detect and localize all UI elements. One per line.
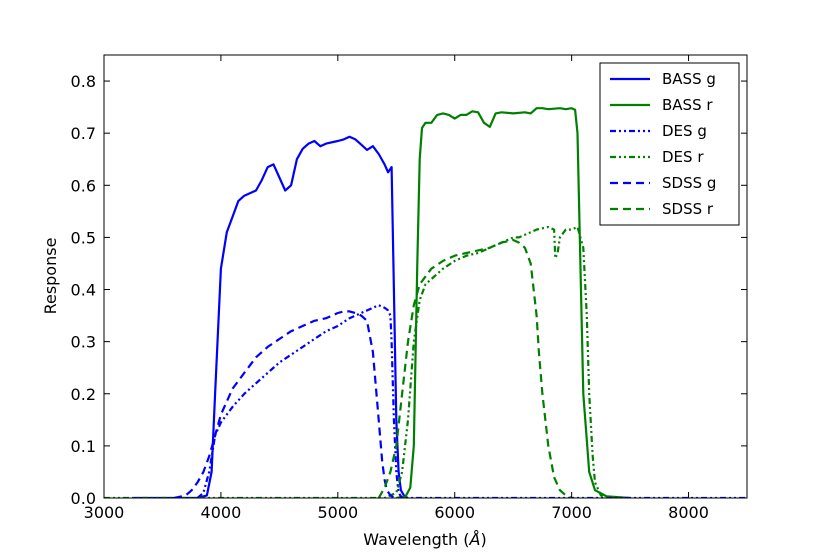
legend-label-0: BASS g (662, 70, 716, 88)
x-tick-label: 7000 (551, 503, 592, 522)
y-tick-label: 0.8 (71, 72, 96, 91)
y-tick-label: 0.4 (71, 281, 96, 300)
x-tick-label: 3000 (84, 503, 125, 522)
series-line-3 (104, 225, 608, 498)
legend-label-4: SDSS g (662, 174, 716, 192)
y-tick-label: 0.2 (71, 385, 96, 404)
y-axis: 0.0 0.1 0.2 0.3 0.4 0.5 0.6 0.7 0.8 (71, 72, 747, 508)
x-tick-label: 5000 (317, 503, 358, 522)
series-line-4 (173, 310, 397, 498)
x-axis: 3000 4000 5000 6000 7000 8000 (84, 55, 709, 522)
series-line-1 (396, 107, 631, 498)
y-tick-label: 0.6 (71, 176, 96, 195)
y-tick-label: 0.7 (71, 124, 96, 143)
legend: BASS g BASS r DES g DES r SDSS g SDSS r (599, 62, 740, 226)
x-axis-label: Wavelength (Å) (363, 530, 486, 549)
x-tick-label: 6000 (434, 503, 475, 522)
legend-label-5: SDSS r (662, 200, 714, 218)
x-tick-label: 8000 (668, 503, 709, 522)
plot-frame (103, 54, 748, 499)
series-line-5 (377, 238, 573, 498)
y-tick-label: 0.1 (71, 437, 96, 456)
y-tick-label: 0.3 (71, 333, 96, 352)
legend-box (599, 62, 740, 226)
legend-label-1: BASS r (662, 96, 713, 114)
legend-label-2: DES g (662, 122, 707, 140)
y-tick-label: 0.0 (71, 489, 96, 508)
legend-label-3: DES r (662, 148, 704, 166)
y-axis-label: Response (41, 238, 60, 315)
series-line-0 (133, 135, 409, 498)
series-line-2 (196, 304, 747, 498)
y-tick-label: 0.5 (71, 228, 96, 247)
x-tick-label: 4000 (201, 503, 242, 522)
series-layer (104, 107, 747, 498)
